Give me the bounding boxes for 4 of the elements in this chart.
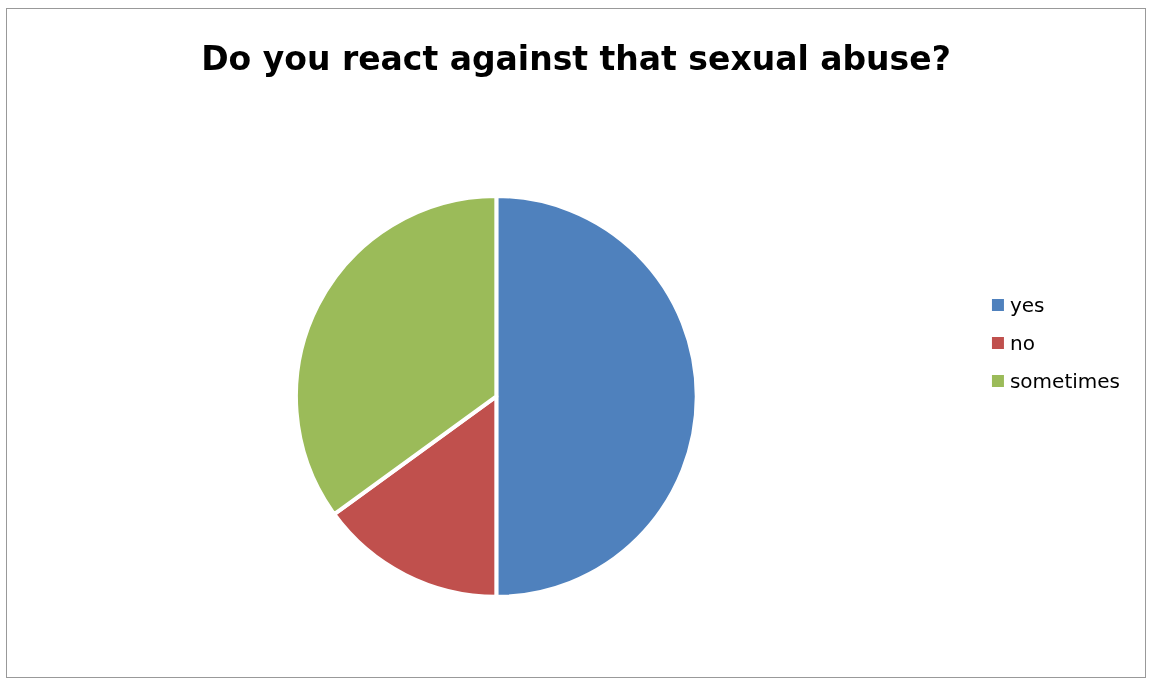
legend-label: sometimes [1009,369,1121,393]
legend-label: no [1009,331,1035,355]
legend-label: yes [1009,293,1045,317]
chart-title: Do you react against that sexual abuse? [201,39,951,78]
